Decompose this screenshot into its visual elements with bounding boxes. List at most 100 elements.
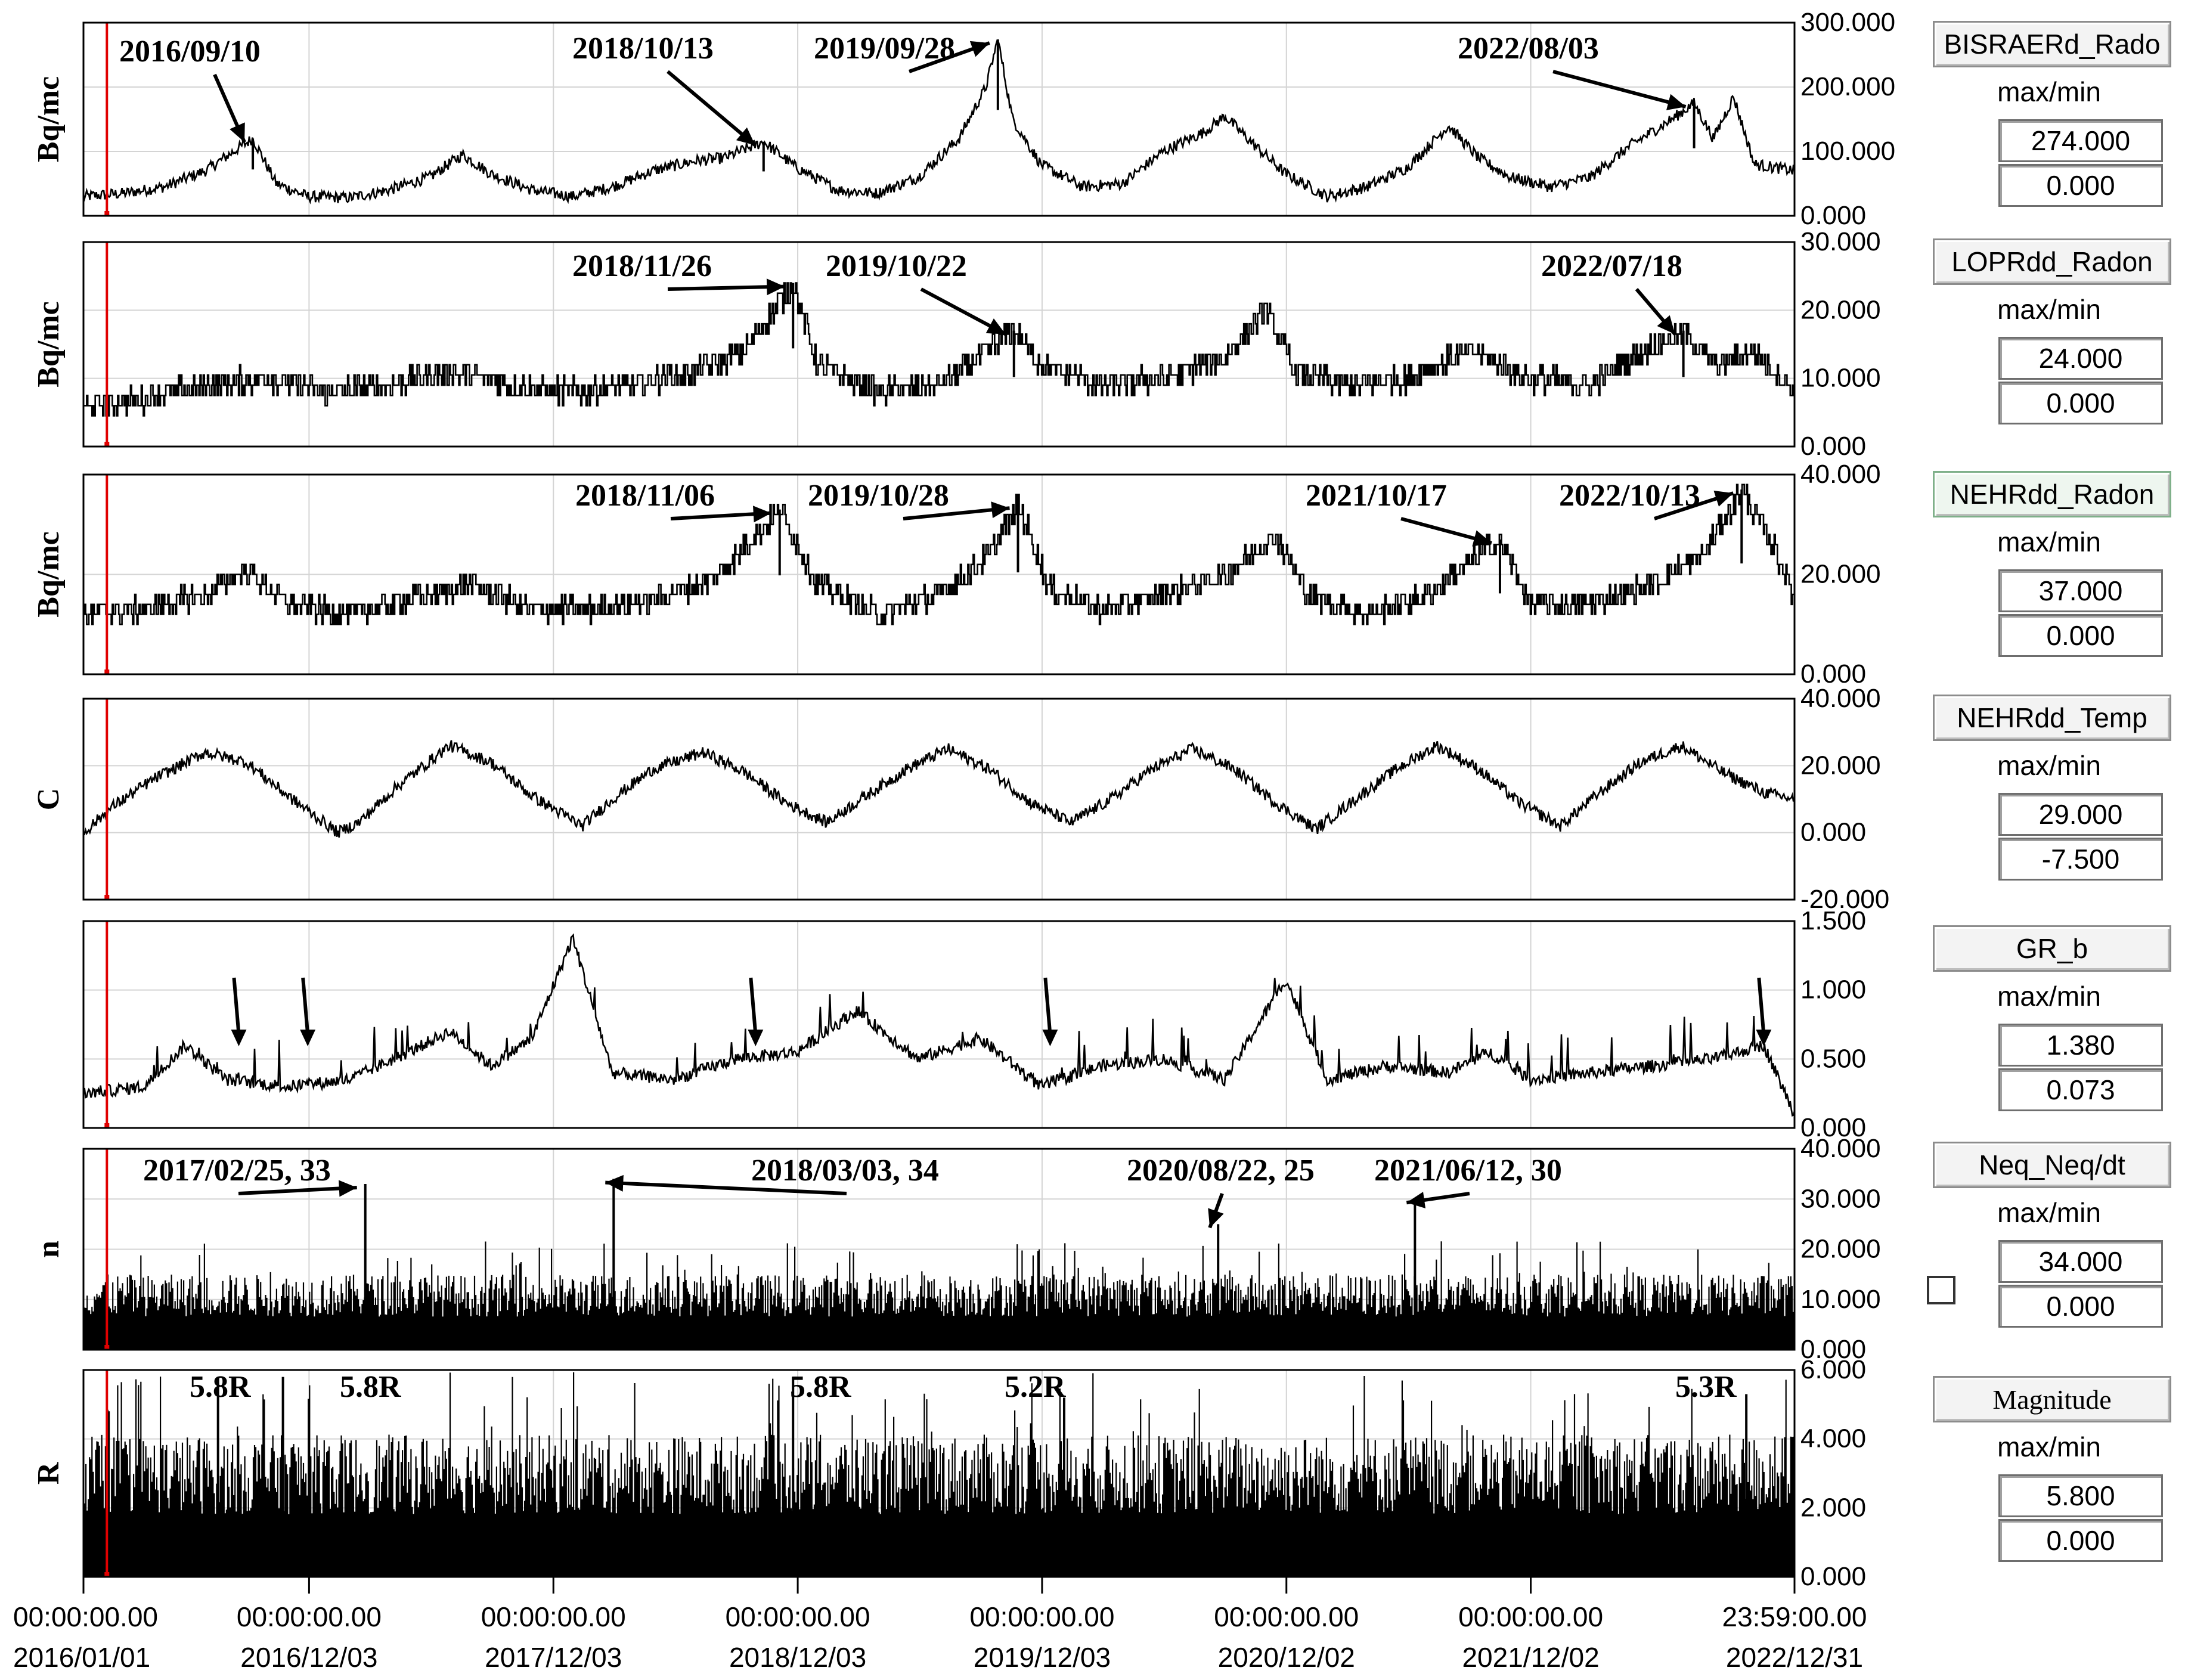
ytick-label: 40.000 xyxy=(1800,1134,1881,1163)
grb-arrowhead-2 xyxy=(748,1030,764,1046)
xtick-time-6: 00:00:00.00 xyxy=(1458,1601,1603,1632)
cursor-marker xyxy=(104,895,110,900)
annotation-arrowhead-2 xyxy=(1208,1208,1224,1228)
max-value-field[interactable]: 24.000 xyxy=(1998,337,2163,380)
ytick-label: 40.000 xyxy=(1800,684,1881,713)
panel-frame xyxy=(82,473,1796,675)
xtick-date-5: 2020/12/02 xyxy=(1218,1642,1355,1673)
max-min-label: max/min xyxy=(1997,1431,2101,1462)
panel-frame xyxy=(82,1148,1796,1351)
ytick-label: 100.000 xyxy=(1800,137,1895,166)
ylabel: n xyxy=(32,1241,66,1258)
min-value-field[interactable]: -7.500 xyxy=(1998,838,2163,881)
ytick-label: 0.000 xyxy=(1800,659,1866,689)
annotation-arrowhead-0 xyxy=(339,1180,357,1197)
xtick-date-4: 2019/12/03 xyxy=(974,1642,1111,1673)
panel-nehrdd_temp: 40.000 20.000 0.000 -20.000 C xyxy=(32,684,1889,914)
annotation-arrow-0 xyxy=(238,1185,357,1195)
series-toggle-button[interactable]: BISRAERd_Rado xyxy=(1933,21,2171,67)
annotation-arrowhead-1 xyxy=(991,501,1010,519)
annotation-arrowhead-1 xyxy=(736,127,755,145)
panel-gr_b: 1.500 1.000 0.500 0.000 xyxy=(82,906,1866,1142)
panel-neq: 40.000 30.000 20.000 10.000 0.000 n 2017/02/25… xyxy=(32,1134,1881,1364)
series-checkbox[interactable] xyxy=(1927,1276,1955,1304)
series-toggle-button[interactable]: LOPRdd_Radon xyxy=(1933,238,2171,285)
min-value-field[interactable]: 0.073 xyxy=(1998,1068,2163,1111)
annotation-label-1: 2018/03/03, 34 xyxy=(751,1154,939,1188)
series-toggle-button[interactable]: NEHRdd_Radon xyxy=(1933,471,2171,517)
annotation-arrow-0 xyxy=(667,284,785,291)
panel-frame xyxy=(82,920,1796,1129)
series-bisraerd-line xyxy=(82,39,1796,204)
grb-arrowhead-4 xyxy=(1756,1030,1772,1046)
ylabel: Bq/mc xyxy=(32,531,66,617)
annotation-label-0: 2017/02/25, 33 xyxy=(143,1154,331,1188)
series-toggle-button[interactable]: NEHRdd_Temp xyxy=(1933,695,2171,741)
annotation-label-3: 5.2R xyxy=(1005,1370,1067,1404)
ytick-label: 200.000 xyxy=(1800,72,1895,101)
annotation-label-2: 2019/09/28 xyxy=(814,32,955,66)
ytick-label: 0.000 xyxy=(1800,201,1866,230)
max-min-label: max/min xyxy=(1997,750,2101,781)
ylabel: Bq/mc xyxy=(32,301,66,387)
max-min-label: max/min xyxy=(1997,526,2101,557)
annotation-arrow-1 xyxy=(605,1180,847,1195)
annotation-label-0: 5.8R xyxy=(190,1370,252,1404)
ytick-label: 1.500 xyxy=(1800,906,1866,935)
annotation-label-0: 2016/09/10 xyxy=(119,35,261,69)
xtick-time-2: 00:00:00.00 xyxy=(481,1601,626,1632)
annotation-arrowhead-3 xyxy=(1666,94,1686,110)
annotation-label-4: 5.3R xyxy=(1675,1370,1737,1404)
min-value-field[interactable]: 0.000 xyxy=(1998,164,2163,207)
ylabel: R xyxy=(32,1461,66,1484)
grb-arrow-0 xyxy=(232,977,241,1035)
ytick-label: 10.000 xyxy=(1800,364,1881,393)
min-value-field[interactable]: 0.000 xyxy=(1998,382,2163,424)
grb-arrowhead-0 xyxy=(231,1030,247,1046)
xtick-date-6: 2021/12/02 xyxy=(1462,1642,1599,1673)
annotation-label-1: 5.8R xyxy=(340,1370,402,1404)
max-value-field[interactable]: 34.000 xyxy=(1998,1240,2163,1283)
cursor-marker xyxy=(104,442,110,447)
annotation-label-3: 2022/10/13 xyxy=(1559,479,1700,513)
annotation-arrowhead-0 xyxy=(230,122,245,142)
annotation-label-3: 2022/08/03 xyxy=(1458,32,1599,66)
min-value-field[interactable]: 0.000 xyxy=(1998,614,2163,657)
series-toggle-button[interactable]: Neq_Neq/dt xyxy=(1933,1142,2171,1188)
xtick-date-0: 2016/01/01 xyxy=(13,1642,150,1673)
series-gr_b-line xyxy=(83,933,1796,1117)
annotation-arrowhead-2 xyxy=(1472,530,1492,547)
annotation-label-1: 2018/10/13 xyxy=(572,32,714,66)
max-value-field[interactable]: 274.000 xyxy=(1998,119,2163,162)
panel-frame xyxy=(82,698,1796,901)
annotation-label-0: 2018/11/26 xyxy=(572,249,712,283)
panel-loprdd: 30.000 20.000 10.000 0.000 Bq/mc 2018/11/26 20… xyxy=(32,227,1881,461)
series-toggle-button[interactable]: Magnitude xyxy=(1933,1376,2171,1422)
cursor-marker xyxy=(104,669,110,674)
max-value-field[interactable]: 5.800 xyxy=(1998,1474,2163,1517)
annotation-arrow-1 xyxy=(667,70,757,147)
ytick-label: 30.000 xyxy=(1800,227,1881,256)
ytick-label: -20.000 xyxy=(1800,885,1889,914)
annotation-label-2: 2022/07/18 xyxy=(1541,249,1682,283)
ylabel: Bq/mc xyxy=(32,76,66,162)
panel-frame xyxy=(82,241,1796,448)
max-value-field[interactable]: 29.000 xyxy=(1998,793,2163,836)
min-value-field[interactable]: 0.000 xyxy=(1998,1285,2163,1328)
max-min-label: max/min xyxy=(1997,294,2101,325)
annotation-arrowhead-3 xyxy=(1406,1192,1426,1208)
ytick-label: 0.500 xyxy=(1800,1044,1866,1073)
max-value-field[interactable]: 37.000 xyxy=(1998,569,2163,612)
max-value-field[interactable]: 1.380 xyxy=(1998,1024,2163,1067)
xtick-date-2: 2017/12/03 xyxy=(485,1642,622,1673)
xtick-time-7: 23:59:00.00 xyxy=(1722,1601,1867,1632)
min-value-field[interactable]: 0.000 xyxy=(1998,1519,2163,1562)
ytick-label: 0.000 xyxy=(1800,432,1866,461)
panel-magnitude: 6.000 4.000 2.000 0.000 R 5.8R 5.8R 5.8R 5.2R 5.3… xyxy=(32,1355,1866,1591)
series-toggle-button[interactable]: GR_b xyxy=(1933,925,2171,972)
panel-nehrdd_radon: 40.000 20.000 0.000 Bq/mc 2018/11/06 2019/10/… xyxy=(32,460,1881,689)
panel-bisraerd: 300.000 200.000 100.000 0.000 Bq/mc 2016/09/1… xyxy=(32,8,1895,230)
xtick-date-1: 2016/12/03 xyxy=(240,1642,377,1673)
max-min-label: max/min xyxy=(1997,76,2101,107)
